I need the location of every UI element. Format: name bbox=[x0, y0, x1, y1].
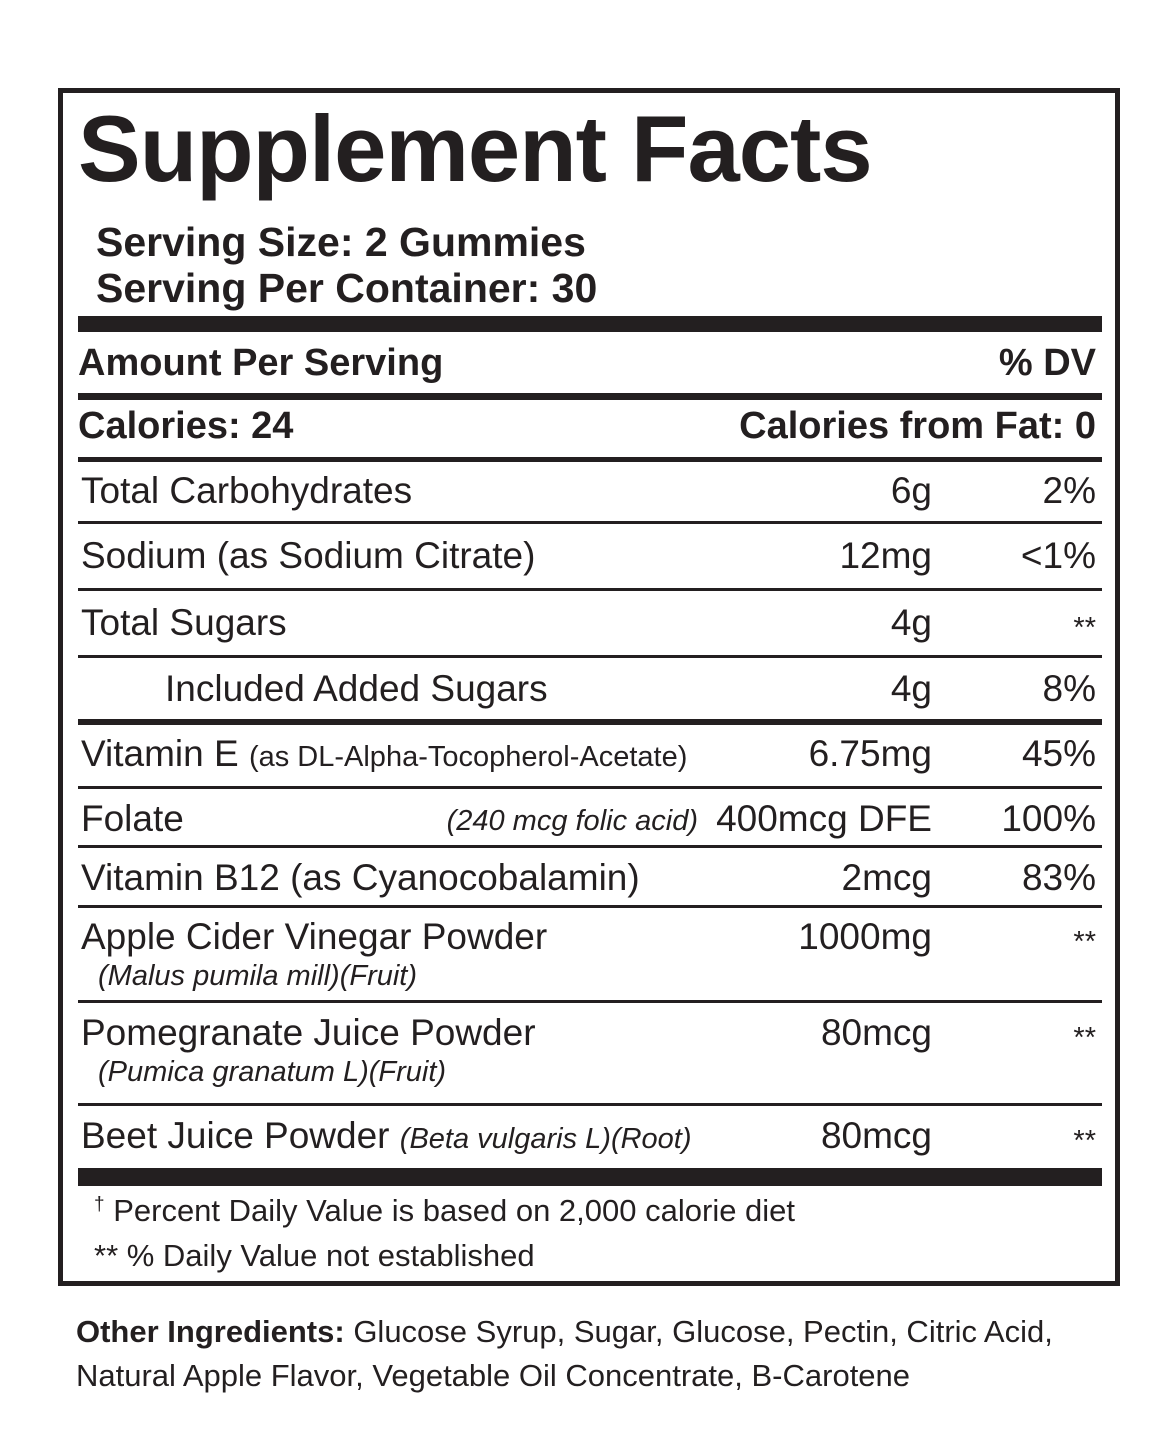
calories-from-fat: Calories from Fat: 0 bbox=[739, 405, 1096, 447]
nutrient-dv: 100% bbox=[1001, 798, 1096, 839]
medium-divider bbox=[78, 393, 1102, 400]
nutrient-dv: ** bbox=[1073, 926, 1096, 958]
nutrient-amount: 1000mg bbox=[798, 916, 932, 957]
panel-title: Supplement Facts bbox=[78, 96, 873, 201]
nutrient-amount: 2mcg bbox=[841, 857, 932, 898]
nutrient-dv: 83% bbox=[1021, 857, 1096, 898]
nutrient-row: Beet Juice Powder (Beta vulgaris L)(Root… bbox=[78, 1113, 1102, 1173]
row-divider bbox=[78, 1103, 1102, 1106]
row-divider bbox=[78, 786, 1102, 789]
footnote-daily-value: † Percent Daily Value is based on 2,000 … bbox=[94, 1195, 795, 1226]
nutrient-dv: 45% bbox=[1021, 733, 1096, 774]
nutrient-detail: (Beta vulgaris L)(Root) bbox=[399, 1123, 692, 1155]
other-ingredients: Other Ingredients: Glucose Syrup, Sugar,… bbox=[76, 1310, 1116, 1398]
nutrient-detail: (Malus pumila mill)(Fruit) bbox=[98, 960, 418, 992]
row-divider bbox=[78, 905, 1102, 908]
nutrient-name: Apple Cider Vinegar Powder bbox=[81, 916, 548, 957]
other-ingredients-text: Glucose Syrup, Sugar, Glucose, Pectin, C… bbox=[76, 1314, 1053, 1393]
nutrient-row: Sodium (as Sodium Citrate) 12mg <1% bbox=[78, 533, 1102, 593]
medium-divider bbox=[78, 457, 1102, 462]
nutrient-dv: <1% bbox=[1020, 535, 1096, 576]
nutrient-amount: 400mcg DFE bbox=[716, 798, 932, 839]
footnote-not-established: ** % Daily Value not established bbox=[94, 1238, 535, 1273]
nutrient-name: Total Sugars bbox=[81, 602, 287, 643]
dagger-symbol: † bbox=[94, 1194, 105, 1215]
row-divider bbox=[78, 1000, 1102, 1003]
nutrient-dv: ** bbox=[1073, 1022, 1096, 1054]
nutrient-amount: 4g bbox=[890, 668, 932, 709]
row-divider bbox=[78, 655, 1102, 658]
calories-row: Calories: 24 Calories from Fat: 0 bbox=[78, 403, 1102, 463]
nutrient-dv: ** bbox=[1073, 1125, 1096, 1157]
dv-header-label: % DV bbox=[998, 342, 1096, 384]
other-ingredients-label: Other Ingredients: bbox=[76, 1314, 345, 1349]
nutrient-detail: (as DL-Alpha-Tocopherol-Acetate) bbox=[248, 741, 688, 773]
nutrient-row: Included Added Sugars 4g 8% bbox=[78, 666, 1102, 726]
row-divider bbox=[78, 845, 1102, 848]
nutrient-amount: 6.75mg bbox=[808, 733, 932, 774]
nutrient-name: Folate bbox=[81, 798, 184, 839]
nutrient-dv: 8% bbox=[1042, 668, 1096, 709]
row-divider bbox=[78, 588, 1102, 591]
nutrient-row: Vitamin E (as DL-Alpha-Tocopherol-Acetat… bbox=[78, 731, 1102, 791]
nutrient-detail: (Pumica granatum L)(Fruit) bbox=[98, 1056, 447, 1088]
nutrient-name: Vitamin B12 (as Cyanocobalamin) bbox=[81, 857, 640, 898]
amount-header-row: Amount Per Serving % DV bbox=[78, 340, 1102, 400]
nutrient-dv: ** bbox=[1073, 612, 1096, 644]
serving-size: Serving Size: 2 Gummies bbox=[96, 219, 586, 265]
footnote-text: Percent Daily Value is based on 2,000 ca… bbox=[113, 1193, 796, 1228]
calories-value: Calories: 24 bbox=[78, 405, 294, 447]
nutrient-name: Beet Juice Powder bbox=[81, 1115, 390, 1156]
thick-divider bbox=[78, 1168, 1102, 1186]
medium-divider bbox=[78, 719, 1102, 725]
nutrient-detail: (240 mcg folic acid) bbox=[446, 805, 698, 837]
thick-divider bbox=[78, 316, 1102, 332]
amount-per-serving-label: Amount Per Serving bbox=[78, 342, 444, 384]
nutrient-amount: 6g bbox=[890, 470, 932, 511]
nutrient-row: Total Carbohydrates 6g 2% bbox=[78, 468, 1102, 528]
nutrient-amount: 80mcg bbox=[820, 1012, 932, 1053]
servings-per-container: Serving Per Container: 30 bbox=[96, 265, 598, 311]
nutrient-name: Pomegranate Juice Powder bbox=[81, 1012, 536, 1053]
nutrient-amount: 4g bbox=[890, 602, 932, 643]
nutrient-row: Pomegranate Juice Powder (Pumica granatu… bbox=[78, 1010, 1102, 1096]
nutrient-row: Vitamin B12 (as Cyanocobalamin) 2mcg 83% bbox=[78, 855, 1102, 915]
row-divider bbox=[78, 521, 1102, 524]
nutrient-name: Total Carbohydrates bbox=[81, 470, 413, 511]
nutrient-amount: 80mcg bbox=[820, 1115, 932, 1156]
nutrient-name: Vitamin E bbox=[81, 733, 239, 774]
nutrient-name: Included Added Sugars bbox=[165, 668, 548, 709]
nutrient-row: Total Sugars 4g ** bbox=[78, 600, 1102, 660]
supplement-facts-panel bbox=[58, 88, 1120, 1286]
nutrient-dv: 2% bbox=[1042, 470, 1096, 511]
nutrient-amount: 12mg bbox=[839, 535, 932, 576]
nutrient-row: Apple Cider Vinegar Powder (Malus pumila… bbox=[78, 914, 1102, 1000]
nutrient-row: Folate (240 mcg folic acid) 400mcg DFE 1… bbox=[78, 796, 1102, 856]
nutrient-name: Sodium (as Sodium Citrate) bbox=[81, 535, 536, 576]
